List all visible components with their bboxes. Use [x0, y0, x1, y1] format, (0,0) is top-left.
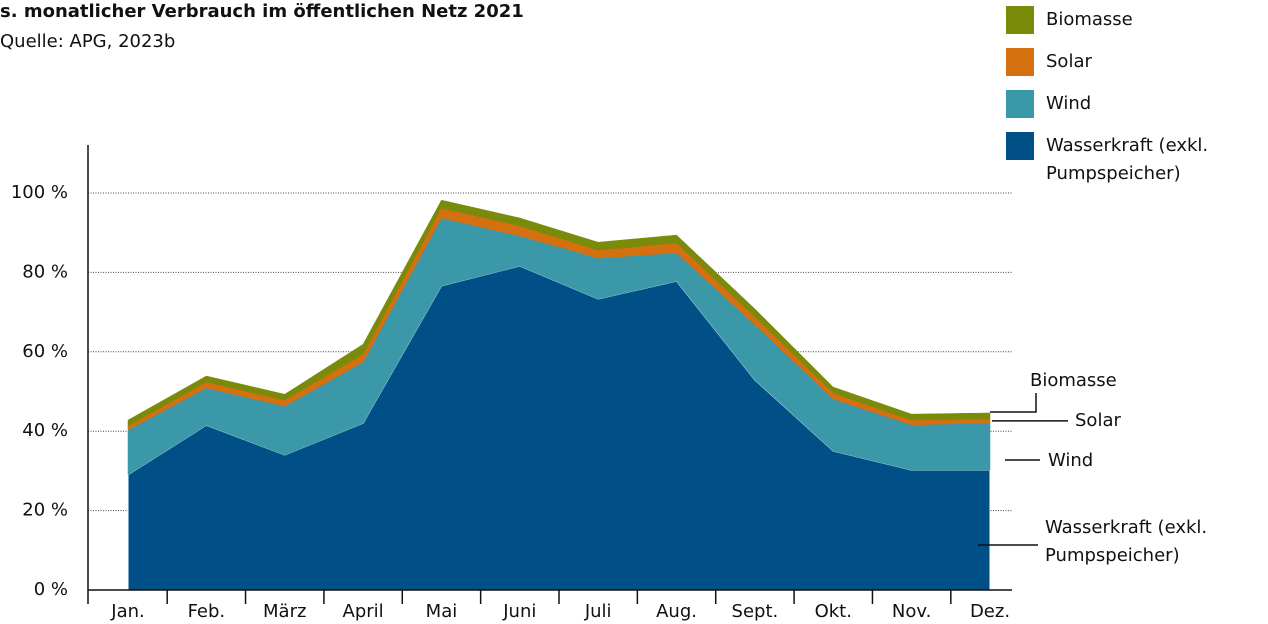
annotation-label: Biomasse: [1030, 370, 1117, 391]
chart-title: s. monatlicher Verbrauch im öffentlichen…: [0, 1, 524, 22]
x-tick-label: Okt.: [815, 601, 852, 622]
x-tick-label: Juli: [584, 601, 612, 622]
x-tick-label: Dez.: [970, 601, 1010, 622]
legend-label: Biomasse: [1046, 9, 1133, 30]
legend-swatch: [1006, 48, 1034, 76]
x-tick-label: Mai: [426, 601, 458, 622]
legend-swatch: [1006, 6, 1034, 34]
x-tick-label: Feb.: [188, 601, 226, 622]
legend-label: Solar: [1046, 51, 1092, 72]
annotation-label: Wasserkraft (exkl. Pumpspeicher): [1045, 517, 1208, 566]
x-tick-label: April: [343, 601, 384, 622]
legend-swatch: [1006, 90, 1034, 118]
y-tick-label: 20 %: [22, 500, 68, 521]
x-tick-label: Nov.: [892, 601, 931, 622]
legend-label: Wasserkraft (exkl. Pumpspeicher): [1046, 135, 1209, 184]
legend-swatch: [1006, 132, 1034, 160]
y-tick-label: 40 %: [22, 420, 68, 441]
annotation-label: Solar: [1075, 409, 1121, 431]
y-tick-label: 60 %: [22, 341, 68, 362]
area: [127, 199, 991, 427]
legend-label: Wind: [1046, 93, 1092, 114]
x-tick-label: März: [263, 601, 306, 622]
y-tick-label: 0 %: [34, 579, 68, 600]
y-tick-label: 100 %: [11, 182, 68, 203]
chart-subtitle: Quelle: APG, 2023b: [0, 31, 175, 52]
x-tick-label: Jan.: [110, 601, 144, 622]
y-tick-label: 80 %: [22, 261, 68, 282]
annotation-label: Wind: [1048, 450, 1094, 471]
x-tick-label: Juni: [502, 601, 536, 622]
x-tick-label: Sept.: [732, 601, 779, 622]
annotation-line: [990, 393, 1037, 413]
x-tick-label: Aug.: [656, 601, 697, 622]
